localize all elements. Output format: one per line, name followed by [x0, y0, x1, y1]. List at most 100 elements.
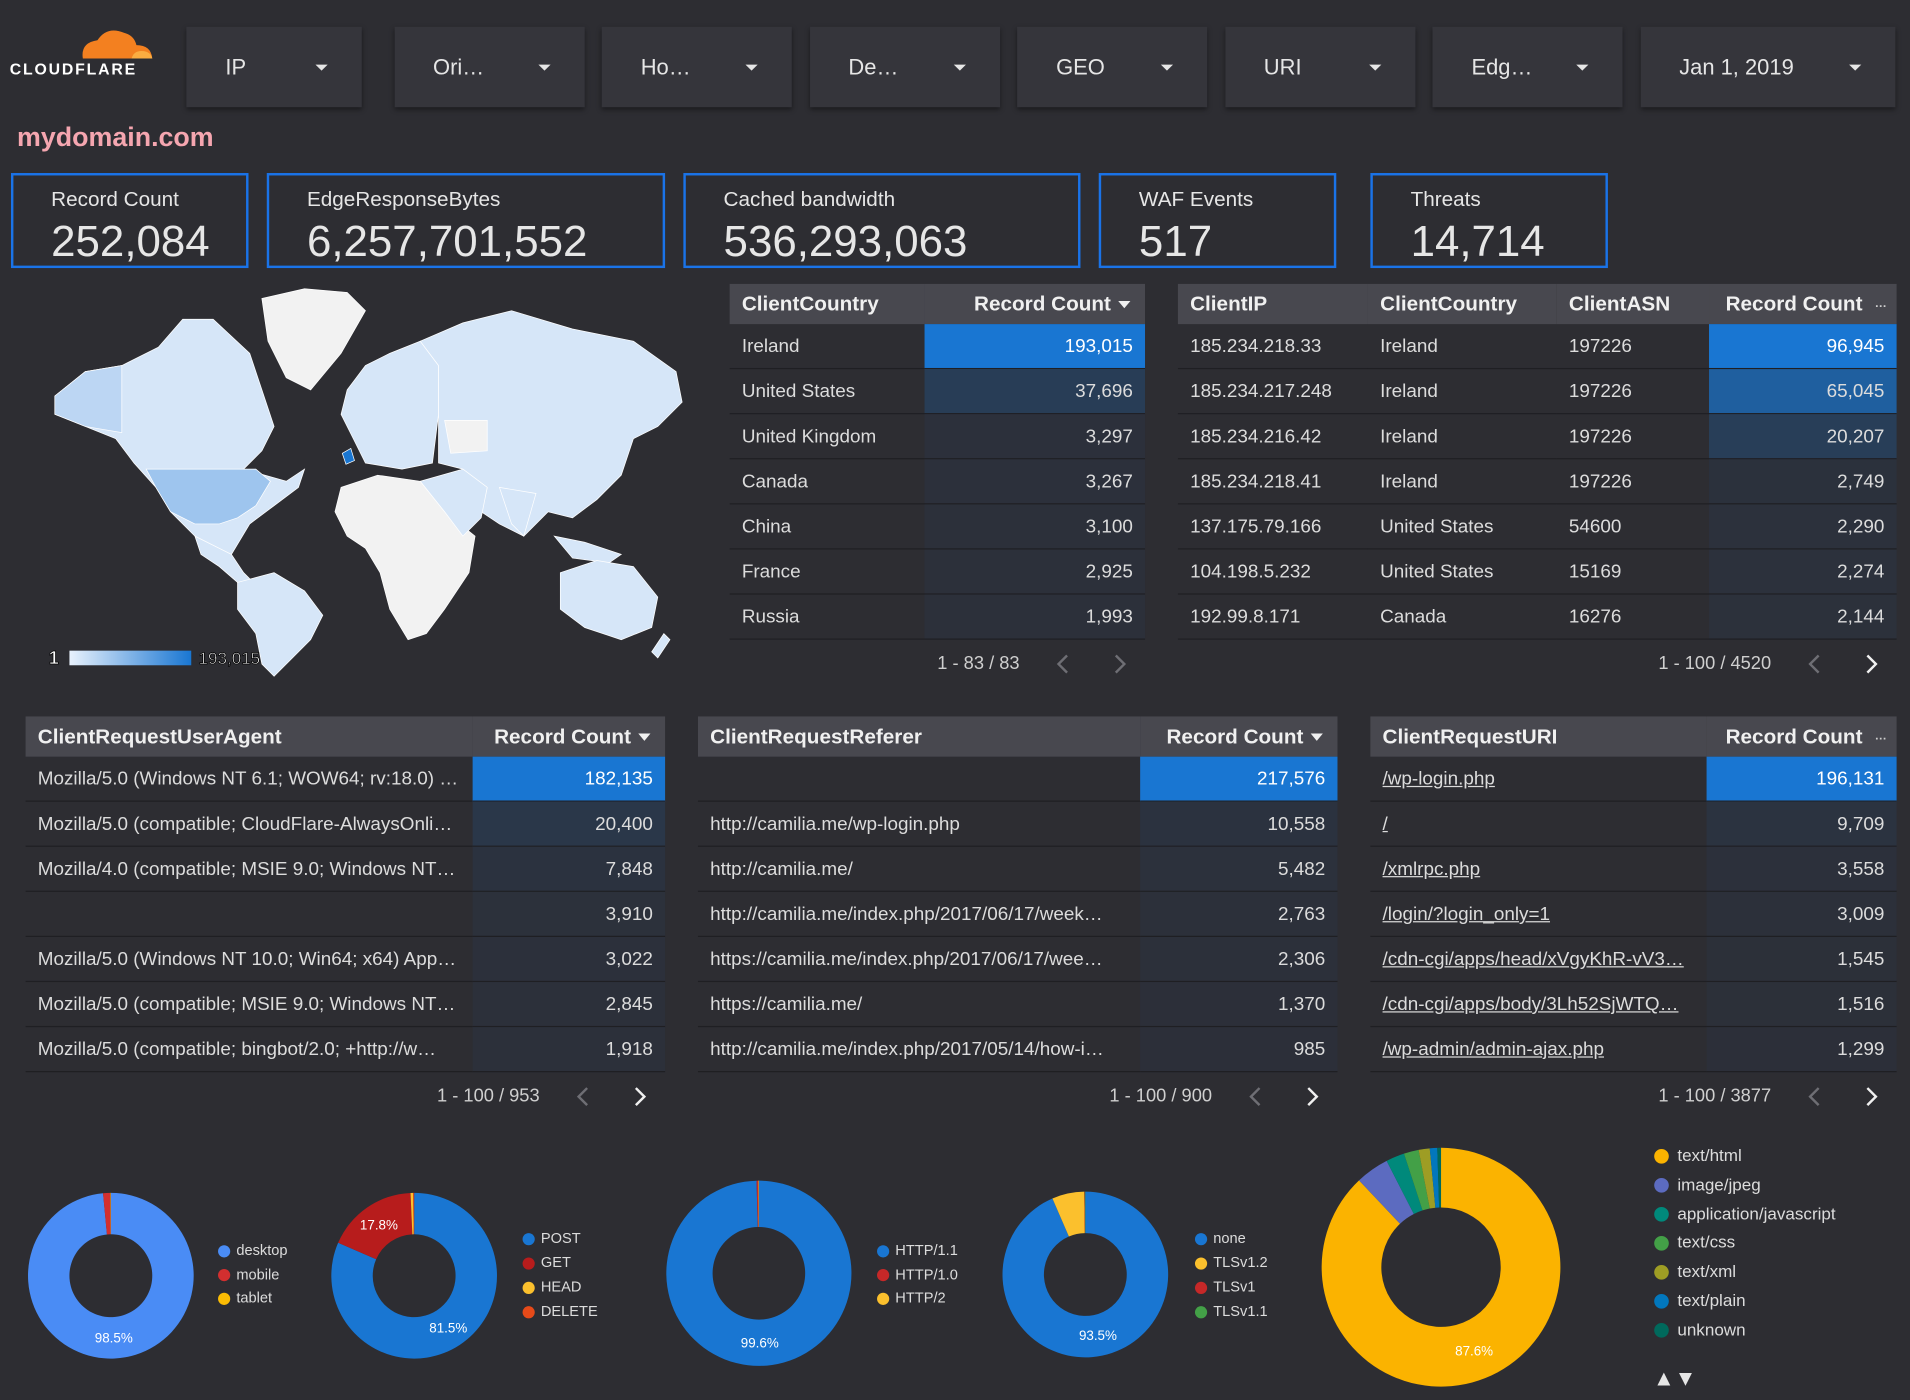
filter-dropdown[interactable]: URI: [1224, 26, 1415, 108]
donut-slice: [1084, 1191, 1086, 1234]
page-next[interactable]: [1111, 653, 1128, 675]
legend-swatch: [522, 1233, 535, 1246]
table-cell: 185.234.218.41: [1177, 459, 1368, 505]
pagination: 1 - 100 / 900: [1109, 1085, 1213, 1107]
filter-dropdown[interactable]: De…: [809, 26, 1000, 108]
column-header-text: Record Count: [494, 724, 631, 749]
world-map: 1 193,015: [48, 288, 683, 677]
donut-slice: [1052, 1191, 1085, 1237]
donut-slice: [338, 1192, 413, 1260]
legend-swatch: [1654, 1322, 1669, 1338]
column-header[interactable]: Record Count …: [1709, 283, 1897, 325]
table-cell[interactable]: /login/?login_only=1: [1370, 892, 1707, 937]
metric-cell: 2,306: [1140, 936, 1338, 983]
filter-dropdown[interactable]: GEO: [1017, 26, 1208, 108]
table-cell[interactable]: /xmlrpc.php: [1370, 847, 1707, 892]
donut-slice: [1002, 1191, 1169, 1358]
legend-swatch: [877, 1245, 890, 1258]
table-cell: China: [729, 504, 925, 550]
domain-title: mydomain.com: [17, 121, 214, 153]
table-cell: Canada: [1367, 595, 1557, 640]
column-header[interactable]: ClientRequestURI: [1370, 716, 1707, 757]
filter-label: Jan 1, 2019: [1679, 54, 1794, 80]
page-prev[interactable]: [1806, 653, 1823, 675]
table-cell[interactable]: /wp-admin/admin-ajax.php: [1370, 1027, 1707, 1073]
legend-label: HTTP/1.0: [895, 1265, 958, 1283]
filter-dropdown[interactable]: IP: [186, 26, 362, 108]
column-header[interactable]: Record Count: [472, 716, 666, 757]
table-cell[interactable]: /cdn-cgi/apps/head/xVgyKhR-vV3…: [1370, 937, 1707, 983]
column-header-text: Record Count: [1725, 292, 1863, 316]
header-more: …: [1874, 297, 1887, 311]
table-cell[interactable]: /: [1370, 802, 1707, 847]
slice-label: 17.8%: [360, 1217, 398, 1232]
table-cell: France: [729, 550, 925, 595]
filter-dropdown[interactable]: Edg…: [1432, 26, 1623, 108]
scorecard: WAF Events 517: [1098, 173, 1337, 269]
table-cell: United States: [1367, 550, 1557, 595]
legend-pager[interactable]: ▲▼: [1652, 1365, 1697, 1391]
table-cell: United States: [1367, 504, 1557, 550]
metric-cell: 3,022: [472, 936, 666, 983]
column-header-text: ClientRequestURI: [1382, 724, 1558, 749]
legend-swatch: [877, 1292, 890, 1305]
table-cell: Canada: [729, 459, 925, 505]
scorecard-value: 517: [1138, 215, 1213, 266]
donut-slice: [413, 1192, 415, 1235]
column-header[interactable]: Record Count: [1140, 716, 1338, 757]
legend-label: text/plain: [1677, 1290, 1746, 1310]
table-cell: Mozilla/4.0 (compatible; MSIE 9.0; Windo…: [25, 847, 473, 892]
donut-slice: [410, 1192, 414, 1235]
page-prev[interactable]: [575, 1086, 592, 1108]
page-prev[interactable]: [1806, 1086, 1823, 1108]
dropdown-arrow: [1576, 64, 1589, 71]
table-cell: 54600: [1556, 504, 1710, 550]
dropdown-arrow: [745, 64, 758, 71]
scorecard-label: EdgeResponseBytes: [306, 187, 501, 211]
data-table: ClientRequestURI Record Count … /wp-login.p…: [1370, 716, 1897, 1082]
scorecard-label: WAF Events: [1138, 187, 1254, 211]
legend-swatch: [1194, 1233, 1208, 1246]
filter-dropdown[interactable]: Ho…: [601, 26, 792, 108]
metric-cell: 2,274: [1709, 549, 1897, 595]
column-header[interactable]: ClientCountry: [1367, 283, 1557, 325]
table-cell[interactable]: /cdn-cgi/apps/body/3Lh52SjWTQ…: [1370, 982, 1707, 1028]
slice-label: 93.5%: [1079, 1328, 1117, 1343]
column-header[interactable]: ClientIP: [1177, 283, 1368, 325]
page-next[interactable]: [1862, 1086, 1879, 1108]
filter-label: Ori…: [433, 54, 485, 80]
page-next[interactable]: [1303, 1086, 1320, 1108]
column-header[interactable]: Record Count…: [1706, 716, 1897, 757]
legend-label: text/html: [1677, 1145, 1742, 1165]
metric-cell: 193,015: [924, 324, 1146, 370]
pagination: 1 - 100 / 3877: [1658, 1085, 1772, 1107]
page-next[interactable]: [1862, 653, 1879, 675]
legend-label: HTTP/1.1: [895, 1241, 958, 1259]
filter-dropdown[interactable]: Jan 1, 2019: [1640, 26, 1895, 108]
metric-cell: 1,299: [1706, 1027, 1897, 1073]
page-prev[interactable]: [1247, 1086, 1264, 1108]
table-cell: https://camilia.me/index.php/2017/06/17/…: [697, 937, 1141, 983]
table-cell: http://camilia.me/wp-login.php: [697, 802, 1141, 847]
table-cell[interactable]: /wp-login.php: [1370, 757, 1707, 802]
legend-label: GET: [540, 1253, 571, 1271]
donut-slice: [28, 1192, 194, 1359]
scorecard-value: 536,293,063: [723, 215, 968, 266]
metric-cell: 196,131: [1706, 756, 1897, 802]
sort-arrow: [1118, 300, 1131, 309]
filter-label: GEO: [1056, 54, 1105, 80]
legend-label: POST: [540, 1229, 581, 1247]
legend-label: text/xml: [1677, 1261, 1737, 1281]
column-header[interactable]: ClientRequestReferer: [697, 716, 1141, 757]
table-cell: Mozilla/5.0 (compatible; CloudFlare-Alwa…: [25, 802, 473, 847]
page-prev[interactable]: [1055, 653, 1072, 675]
column-header[interactable]: ClientRequestUserAgent: [25, 716, 473, 757]
metric-cell: 20,400: [472, 801, 666, 847]
column-header[interactable]: Record Count: [924, 283, 1146, 325]
filter-dropdown[interactable]: Ori…: [394, 26, 585, 108]
legend-label: image/jpeg: [1677, 1174, 1761, 1194]
column-header[interactable]: ClientASN: [1556, 283, 1710, 325]
page-next[interactable]: [631, 1086, 648, 1108]
column-header[interactable]: ClientCountry: [729, 283, 925, 325]
